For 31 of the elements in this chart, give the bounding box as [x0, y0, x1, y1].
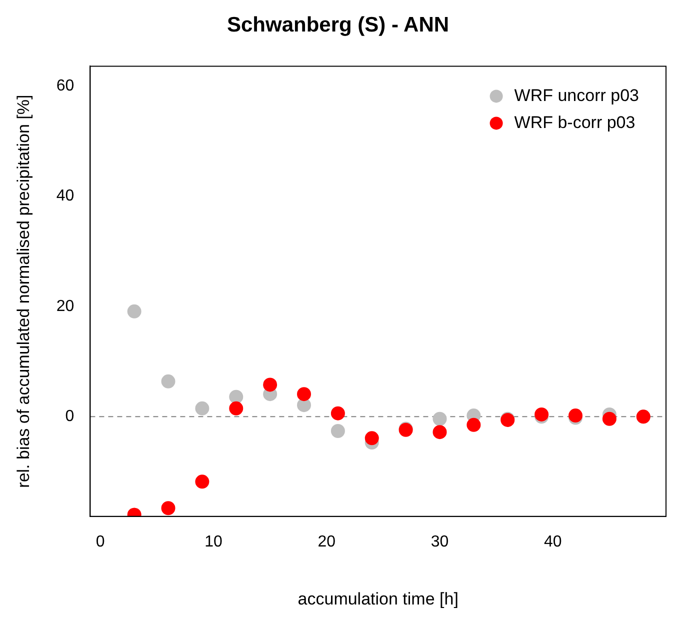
point: [466, 418, 481, 432]
point: [195, 401, 210, 416]
chart-title: Schwanberg (S) - ANN: [226, 13, 450, 36]
point: [263, 378, 278, 392]
point: [432, 425, 447, 440]
y-tick-label: 20: [56, 298, 74, 315]
y-tick-label: 0: [65, 408, 74, 426]
point: [297, 387, 311, 402]
point: [127, 304, 142, 318]
y-tick-label: 60: [56, 77, 74, 94]
point: [534, 407, 549, 422]
point: [602, 412, 616, 426]
point: [229, 401, 244, 416]
point: [330, 424, 345, 438]
point: [432, 412, 447, 426]
x-tick-label: 10: [204, 533, 222, 550]
point: [161, 374, 176, 388]
y-axis-title: rel. bias of accumulated normalised precipitation [%]: [14, 94, 33, 488]
x-tick-label: 30: [430, 533, 449, 550]
point: [229, 390, 244, 404]
legend-label: WRF b-corr p03: [514, 112, 636, 132]
x-tick-label: 0: [96, 533, 105, 550]
point: [330, 406, 345, 420]
point: [364, 431, 379, 446]
point: [161, 501, 176, 516]
x-tick-label: 40: [544, 533, 562, 550]
y-tick-label: 40: [56, 188, 74, 205]
x-tick-label: 20: [318, 533, 336, 550]
x-axis-title: accumulation time [h]: [298, 589, 458, 608]
point: [195, 474, 210, 489]
legend-label: WRF uncorr p03: [514, 86, 639, 105]
